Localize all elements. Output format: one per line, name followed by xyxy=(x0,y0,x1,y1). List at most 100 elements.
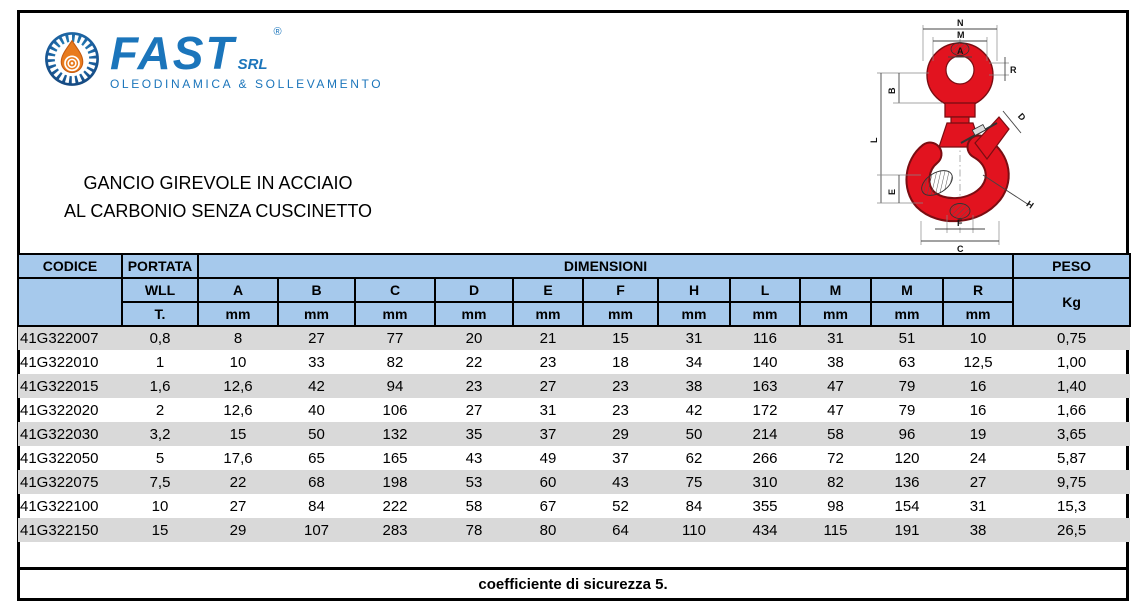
cell-dim: 16 xyxy=(969,377,987,395)
cell-kg: 1,66 xyxy=(1056,401,1087,419)
cell-dim: 266 xyxy=(752,449,778,467)
cell-wll: 2 xyxy=(155,401,165,419)
header-row-units-top: WLL A B C D E F H L M M R Kg xyxy=(17,277,1132,327)
cell-dim: 38 xyxy=(685,377,703,395)
cell-dim: 136 xyxy=(894,473,920,491)
page-title: GANCIO GIREVOLE IN ACCIAIO AL CARBONIO S… xyxy=(48,169,388,225)
cell-dim: 12,6 xyxy=(223,401,253,419)
cell-kg: 1,40 xyxy=(1056,377,1087,395)
col-header-t: T. xyxy=(121,301,199,327)
cell-dim: 27 xyxy=(229,497,247,515)
cell-dim: 72 xyxy=(827,449,844,467)
cell-wll: 1,6 xyxy=(149,377,171,395)
cell-dim: 16 xyxy=(969,401,987,419)
dim-col-unit: mm xyxy=(512,301,584,327)
dim-col-unit: mm xyxy=(799,301,872,327)
cell-codice: 41G322150 xyxy=(20,521,99,539)
dim-label-b: B xyxy=(887,87,897,94)
cell-dim: 17,6 xyxy=(223,449,253,467)
cell-dim: 163 xyxy=(752,377,778,395)
cell-dim: 23 xyxy=(465,377,483,395)
cell-dim: 67 xyxy=(539,497,557,515)
cell-wll: 15 xyxy=(151,521,169,539)
cell-dim: 38 xyxy=(827,353,844,371)
cell-wll: 5 xyxy=(155,449,165,467)
table-row: 41G322150 15 29 107 283 78 80 64 110 434 115 191 38 2… xyxy=(18,518,1131,542)
cell-dim: 10 xyxy=(969,330,987,347)
cell-dim: 23 xyxy=(539,353,557,371)
dim-col-unit: mm xyxy=(870,301,944,327)
dim-col-unit: mm xyxy=(657,301,731,327)
table-row: 41G322010 1 10 33 82 22 23 18 34 140 38 63 12,5 1,00 xyxy=(18,350,1130,374)
cell-dim: 49 xyxy=(539,449,557,467)
cell-dim: 22 xyxy=(465,353,483,371)
dim-label-a: A xyxy=(957,46,964,56)
hook-technical-drawing: N M A R B L E D H F C xyxy=(869,18,1036,254)
cell-dim: 355 xyxy=(752,497,778,515)
cell-dim: 84 xyxy=(685,497,703,515)
cell-dim: 98 xyxy=(827,497,844,515)
cell-dim: 10 xyxy=(229,353,247,371)
dim-label-d: D xyxy=(1016,111,1028,123)
col-header-dimensioni: DIMENSIONI xyxy=(196,253,1015,279)
cell-dim: 27 xyxy=(539,377,557,395)
cell-dim: 15 xyxy=(612,330,629,347)
cell-dim: 37 xyxy=(612,449,629,467)
cell-dim: 140 xyxy=(752,353,778,371)
cell-dim: 79 xyxy=(898,401,916,419)
cell-kg: 5,87 xyxy=(1056,449,1087,467)
cell-dim: 53 xyxy=(465,473,483,491)
cell-wll: 3,2 xyxy=(149,425,171,443)
table-row: 41G322050 5 17,6 65 165 43 49 37 62 266 72 120 24 5,8… xyxy=(18,446,1130,470)
cell-dim: 191 xyxy=(894,521,920,539)
cell-dim: 84 xyxy=(308,497,325,515)
cell-dim: 106 xyxy=(382,401,408,419)
cell-dim: 42 xyxy=(308,377,325,395)
cell-dim: 58 xyxy=(465,497,483,515)
cell-dim: 62 xyxy=(685,449,703,467)
cell-dim: 18 xyxy=(612,353,629,371)
dim-col-header: A xyxy=(197,277,279,303)
cell-dim: 8 xyxy=(233,330,243,347)
cell-wll: 7,5 xyxy=(149,473,171,491)
cell-kg: 1,00 xyxy=(1056,353,1087,371)
cell-dim: 15 xyxy=(229,425,247,443)
cell-dim: 19 xyxy=(969,425,987,443)
dim-label-c: C xyxy=(957,244,964,254)
cell-dim: 50 xyxy=(685,425,703,443)
page-frame: FAST SRL ® OLEODINAMICA & SOLLEVAMENTO GA… xyxy=(17,10,1132,601)
cell-dim: 27 xyxy=(465,401,483,419)
cell-codice: 41G322015 xyxy=(20,377,99,395)
cell-kg: 15,3 xyxy=(1056,497,1087,515)
cell-dim: 31 xyxy=(539,401,557,419)
col-header-peso: PESO xyxy=(1012,253,1132,279)
dim-col-unit: mm xyxy=(434,301,514,327)
cell-dim: 75 xyxy=(685,473,703,491)
col-header-codice: CODICE xyxy=(17,253,123,279)
cell-dim: 29 xyxy=(612,425,629,443)
cell-codice: 41G322100 xyxy=(20,497,99,515)
cell-dim: 21 xyxy=(539,330,557,347)
cell-codice: 41G322010 xyxy=(20,353,99,371)
cell-dim: 80 xyxy=(539,521,557,539)
dim-col-unit: mm xyxy=(277,301,356,327)
col-header-wll: WLL xyxy=(121,277,199,303)
cell-dim: 47 xyxy=(827,377,844,395)
section-hatch-left xyxy=(921,170,953,196)
cell-dim: 214 xyxy=(752,425,778,443)
safety-coefficient-text: coefficiente di sicurezza 5. xyxy=(478,575,668,593)
table-row: 41G322015 1,6 12,6 42 94 23 27 23 38 163 47 79 16 1,4… xyxy=(18,374,1131,398)
cell-dim: 68 xyxy=(308,473,325,491)
cell-dim: 43 xyxy=(465,449,483,467)
cell-dim: 35 xyxy=(465,425,483,443)
col-header-portata: PORTATA xyxy=(121,253,199,279)
cell-dim: 52 xyxy=(612,497,629,515)
cell-kg: 26,5 xyxy=(1056,521,1087,539)
cell-dim: 78 xyxy=(465,521,483,539)
cell-dim: 115 xyxy=(823,521,848,539)
swivel-nut xyxy=(944,102,976,118)
page-title-line2: AL CARBONIO SENZA CUSCINETTO xyxy=(63,201,373,221)
cell-wll: 1 xyxy=(155,353,165,371)
dim-col-header: E xyxy=(512,277,584,303)
dim-col-unit: mm xyxy=(197,301,279,327)
